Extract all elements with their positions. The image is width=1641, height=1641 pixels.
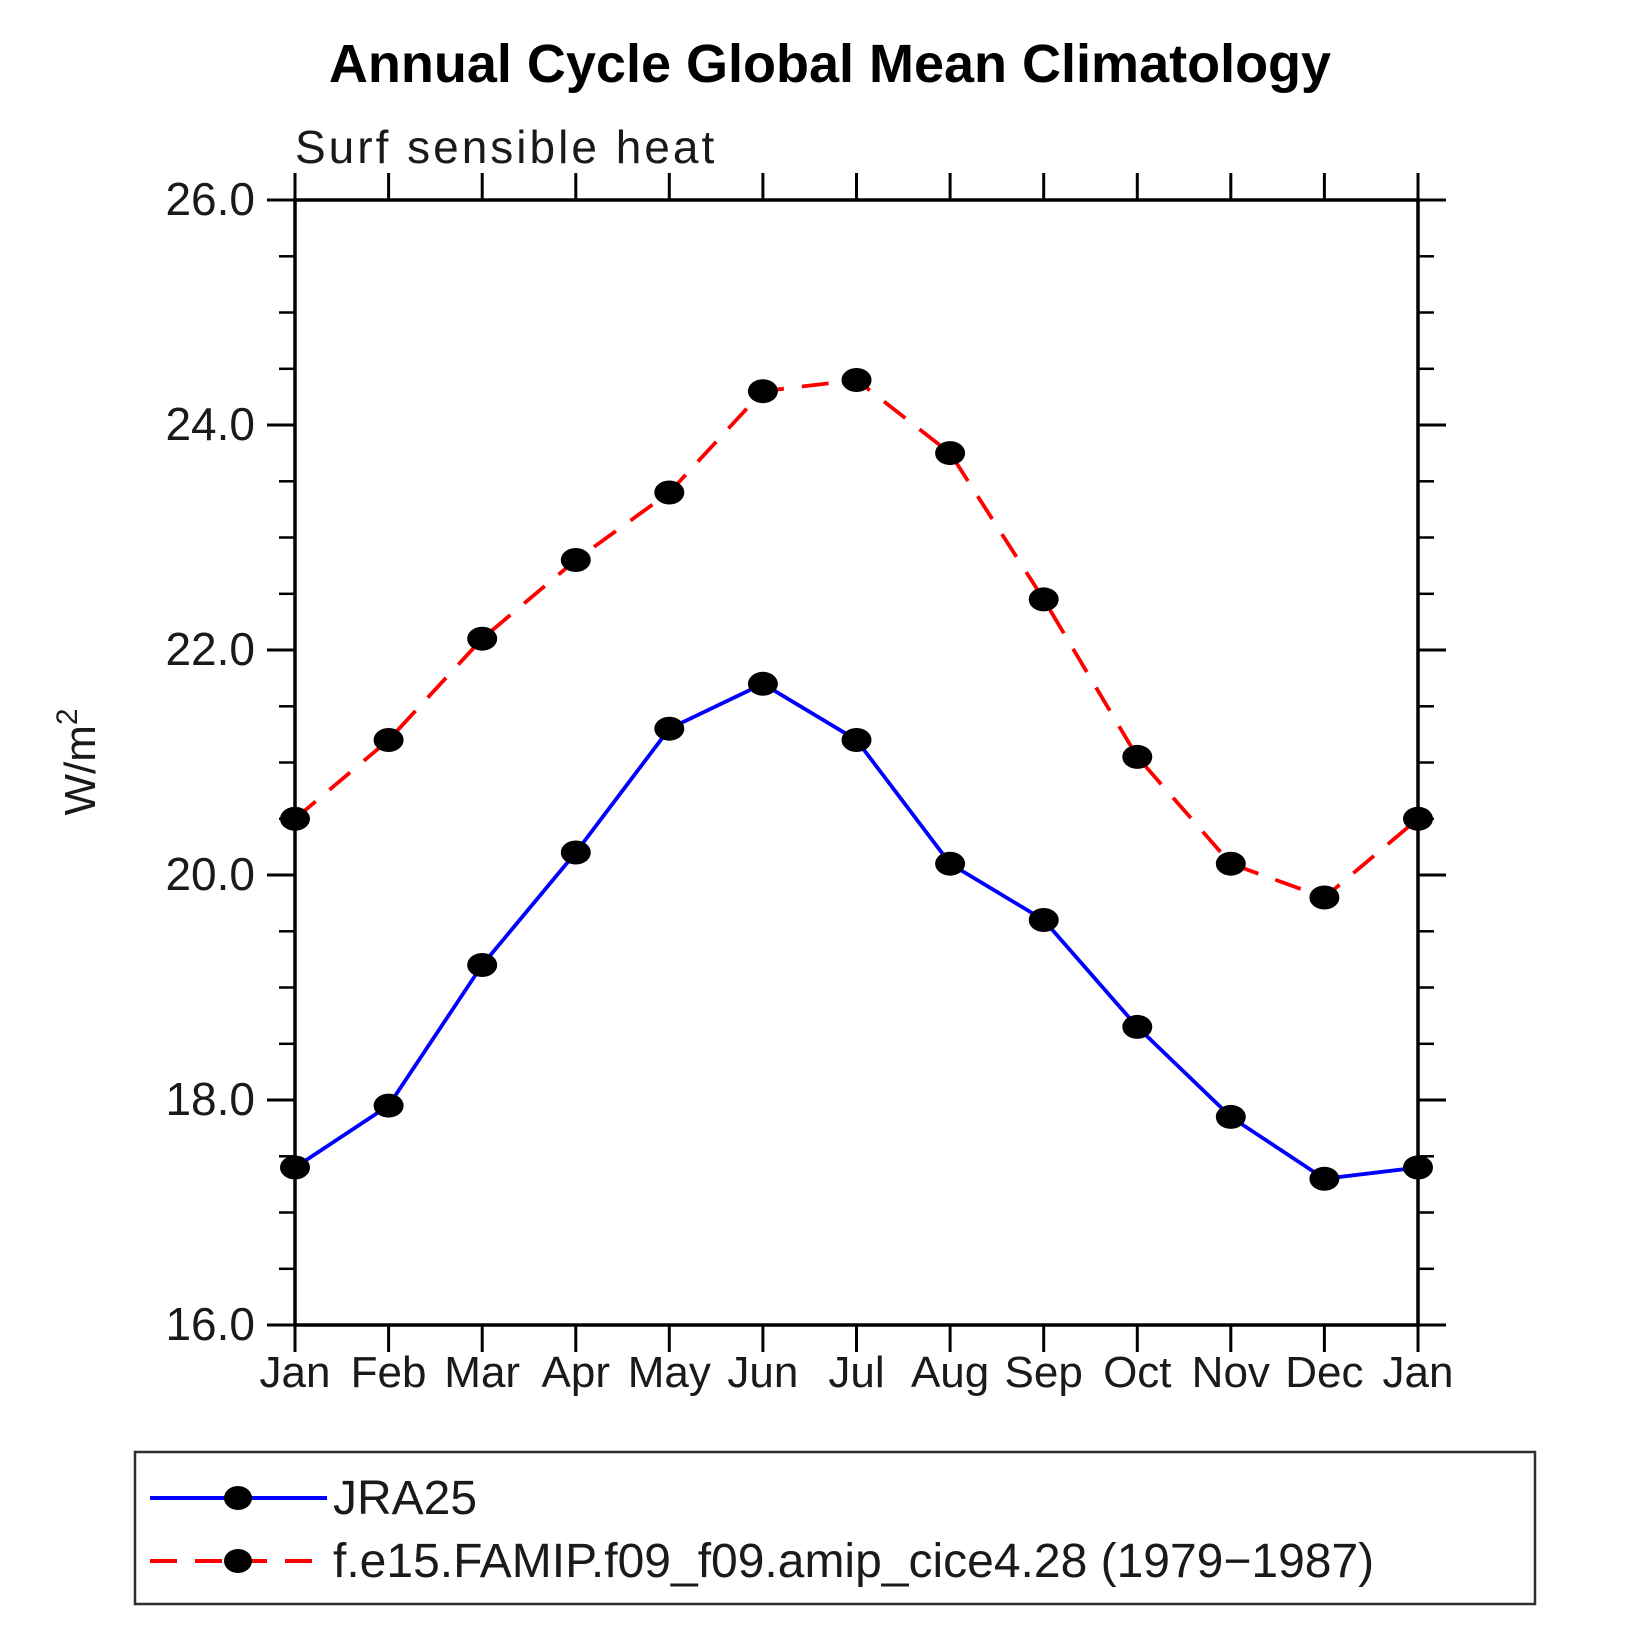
x-tick-label: May (628, 1348, 711, 1397)
chart-title: Annual Cycle Global Mean Climatology (329, 34, 1331, 94)
data-point-marker (373, 1093, 404, 1118)
x-tick-label: Mar (444, 1348, 520, 1397)
data-point-marker (654, 480, 685, 505)
data-point-marker (1403, 806, 1433, 831)
data-point-marker (747, 379, 778, 404)
chart-subtitle: Surf sensible heat (295, 121, 717, 173)
y-tick-label: 18.0 (165, 1073, 255, 1125)
legend-box (133, 1450, 1537, 1606)
data-point-marker (654, 716, 685, 741)
y-axis-title-exponent: 2 (51, 708, 84, 725)
legend-marker-dot (224, 1549, 252, 1573)
x-tick-label: Jul (828, 1348, 884, 1397)
y-tick-label: 24.0 (165, 398, 255, 450)
data-point-marker (1122, 744, 1153, 769)
x-tick-label: Oct (1103, 1348, 1171, 1397)
y-tick-label: 16.0 (165, 1298, 255, 1350)
data-point-marker (1215, 1104, 1246, 1129)
data-point-marker (560, 548, 591, 572)
data-point-marker (280, 1155, 310, 1180)
y-tick-label: 26.0 (165, 173, 255, 225)
x-tick-label: Sep (1005, 1348, 1083, 1397)
y-tick-label: 20.0 (165, 848, 255, 900)
x-tick-label: Jun (727, 1348, 798, 1397)
data-point-marker (841, 368, 872, 392)
legend-label-jra25: JRA25 (333, 1472, 477, 1525)
data-point-marker (935, 851, 966, 876)
data-point-marker (1309, 885, 1340, 910)
x-tick-label: Aug (911, 1348, 989, 1397)
data-point-marker (467, 953, 498, 977)
data-point-marker (841, 728, 872, 752)
series-line-jra25 (293, 681, 1419, 1181)
data-point-marker (1028, 587, 1059, 612)
y-tick-label: 22.0 (165, 623, 255, 675)
data-point-marker (1309, 1166, 1340, 1191)
data-point-marker (280, 806, 310, 831)
data-point-marker (1122, 1014, 1153, 1039)
data-point-marker (1215, 851, 1246, 876)
y-axis-title: W/m2 (51, 708, 105, 815)
series-layer (280, 368, 1433, 1191)
legend-marker-dot (224, 1486, 252, 1510)
legend-item-famip: f.e15.FAMIP.f09_f09.amip_cice4.28 (1979−… (150, 1535, 1374, 1588)
axes-layer: Jan Feb Mar Apr May Jun Jul Aug Sep Oct Nov Dec Jan 2… (165, 173, 1453, 1397)
y-axis-title-base: W/m (56, 725, 105, 815)
x-tick-label: Nov (1192, 1348, 1270, 1397)
legend-item-jra25: JRA25 (150, 1472, 477, 1525)
data-point-marker (373, 728, 404, 752)
x-tick-label: Jan (1383, 1348, 1454, 1397)
data-point-marker (467, 626, 498, 651)
x-tick-label: Feb (351, 1348, 427, 1397)
x-tick-label: Jan (260, 1348, 331, 1397)
data-point-marker (560, 840, 591, 865)
legend: JRA25 f.e15.FAMIP.f09_f09.amip_cice4.28 … (133, 1450, 1537, 1606)
series-line-famip (293, 378, 1420, 900)
data-point-marker (747, 671, 778, 696)
data-point-marker (935, 441, 966, 466)
data-point-marker (1403, 1155, 1433, 1180)
data-point-marker (1028, 908, 1059, 932)
legend-label-famip: f.e15.FAMIP.f09_f09.amip_cice4.28 (1979−… (333, 1535, 1374, 1588)
x-tick-label: Dec (1285, 1348, 1363, 1397)
x-tick-label: Apr (542, 1348, 610, 1397)
